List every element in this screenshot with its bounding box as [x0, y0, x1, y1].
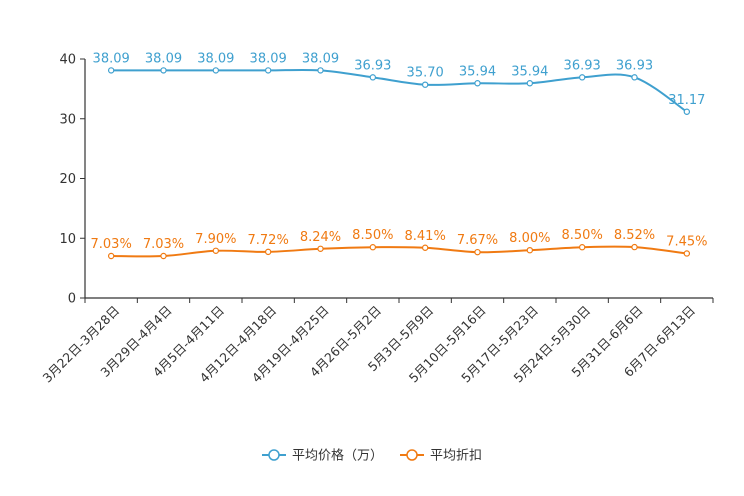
data-label: 38.09	[302, 51, 339, 66]
legend-item-avg-price[interactable]: 平均价格（万）	[262, 448, 383, 464]
data-label: 7.03%	[143, 237, 184, 252]
data-label: 8.24%	[300, 230, 341, 245]
data-point[interactable]	[369, 244, 377, 251]
data-point[interactable]	[631, 243, 638, 251]
data-point[interactable]	[631, 74, 638, 81]
data-label: 8.00%	[509, 231, 550, 246]
data-point[interactable]	[683, 250, 691, 257]
data-label: 36.93	[354, 58, 391, 73]
data-label: 31.17	[668, 93, 705, 108]
data-label: 7.90%	[195, 232, 236, 247]
y-tick-label: 40	[59, 53, 76, 68]
data-point[interactable]	[474, 80, 481, 87]
data-label: 36.93	[616, 58, 653, 73]
data-point[interactable]	[160, 252, 167, 260]
y-tick-label: 0	[68, 292, 76, 307]
legend-marker-icon	[268, 449, 280, 461]
data-label: 7.67%	[457, 233, 498, 248]
data-point[interactable]	[683, 108, 691, 115]
legend-label: 平均价格（万）	[292, 448, 383, 464]
data-point[interactable]	[369, 74, 377, 81]
chart-series: 38.09 38.09 38.09 38.09 38.09 36.93 35.70 35.94…	[91, 51, 707, 260]
data-point[interactable]	[578, 74, 586, 81]
legend-marker-icon	[406, 449, 418, 461]
data-point[interactable]	[526, 80, 534, 87]
data-point[interactable]	[474, 248, 481, 256]
chart-legend[interactable]: 平均价格（万） 平均折扣	[262, 448, 482, 464]
data-label: 8.52%	[614, 228, 655, 243]
data-label: 35.94	[459, 64, 496, 79]
data-label: 7.45%	[666, 234, 707, 249]
series-line	[111, 245, 687, 258]
data-point[interactable]	[264, 67, 272, 74]
y-tick-label: 10	[59, 232, 76, 247]
data-label: 7.72%	[248, 233, 289, 248]
y-tick-label: 20	[59, 172, 76, 187]
data-point[interactable]	[317, 67, 324, 74]
data-label: 8.50%	[352, 228, 393, 243]
data-point[interactable]	[264, 248, 272, 256]
data-point[interactable]	[160, 67, 167, 74]
data-point[interactable]	[421, 244, 429, 251]
data-point[interactable]	[317, 245, 324, 252]
series-avg-discount: 7.03% 7.03% 7.90% 7.72% 8.24% 8.50% 8.41% 7.67%…	[91, 228, 707, 260]
data-label: 8.50%	[562, 228, 603, 243]
data-point[interactable]	[212, 247, 220, 254]
data-label: 36.93	[564, 58, 601, 73]
data-label: 38.09	[93, 51, 130, 66]
data-label: 8.41%	[405, 229, 446, 244]
series-line	[111, 68, 688, 113]
data-label: 35.70	[407, 66, 444, 81]
data-point[interactable]	[212, 67, 220, 74]
data-point[interactable]	[107, 67, 115, 74]
data-label: 7.03%	[91, 237, 132, 252]
legend-item-avg-discount[interactable]: 平均折扣	[400, 449, 482, 464]
data-label: 38.09	[145, 51, 182, 66]
data-point[interactable]	[526, 246, 534, 254]
data-point[interactable]	[107, 252, 115, 260]
legend-label: 平均折扣	[430, 449, 482, 464]
data-label: 38.09	[250, 51, 287, 66]
series-avg-price: 38.09 38.09 38.09 38.09 38.09 36.93 35.70 35.94…	[93, 51, 705, 115]
data-point[interactable]	[421, 81, 429, 88]
data-point[interactable]	[578, 244, 586, 251]
data-label: 35.94	[511, 64, 548, 79]
y-tick-label: 30	[59, 112, 76, 127]
data-label: 38.09	[197, 51, 234, 66]
chart-axes: 0102030403月22日-3月28日3月29日-4月4日4月5日-4月11日…	[39, 53, 714, 386]
